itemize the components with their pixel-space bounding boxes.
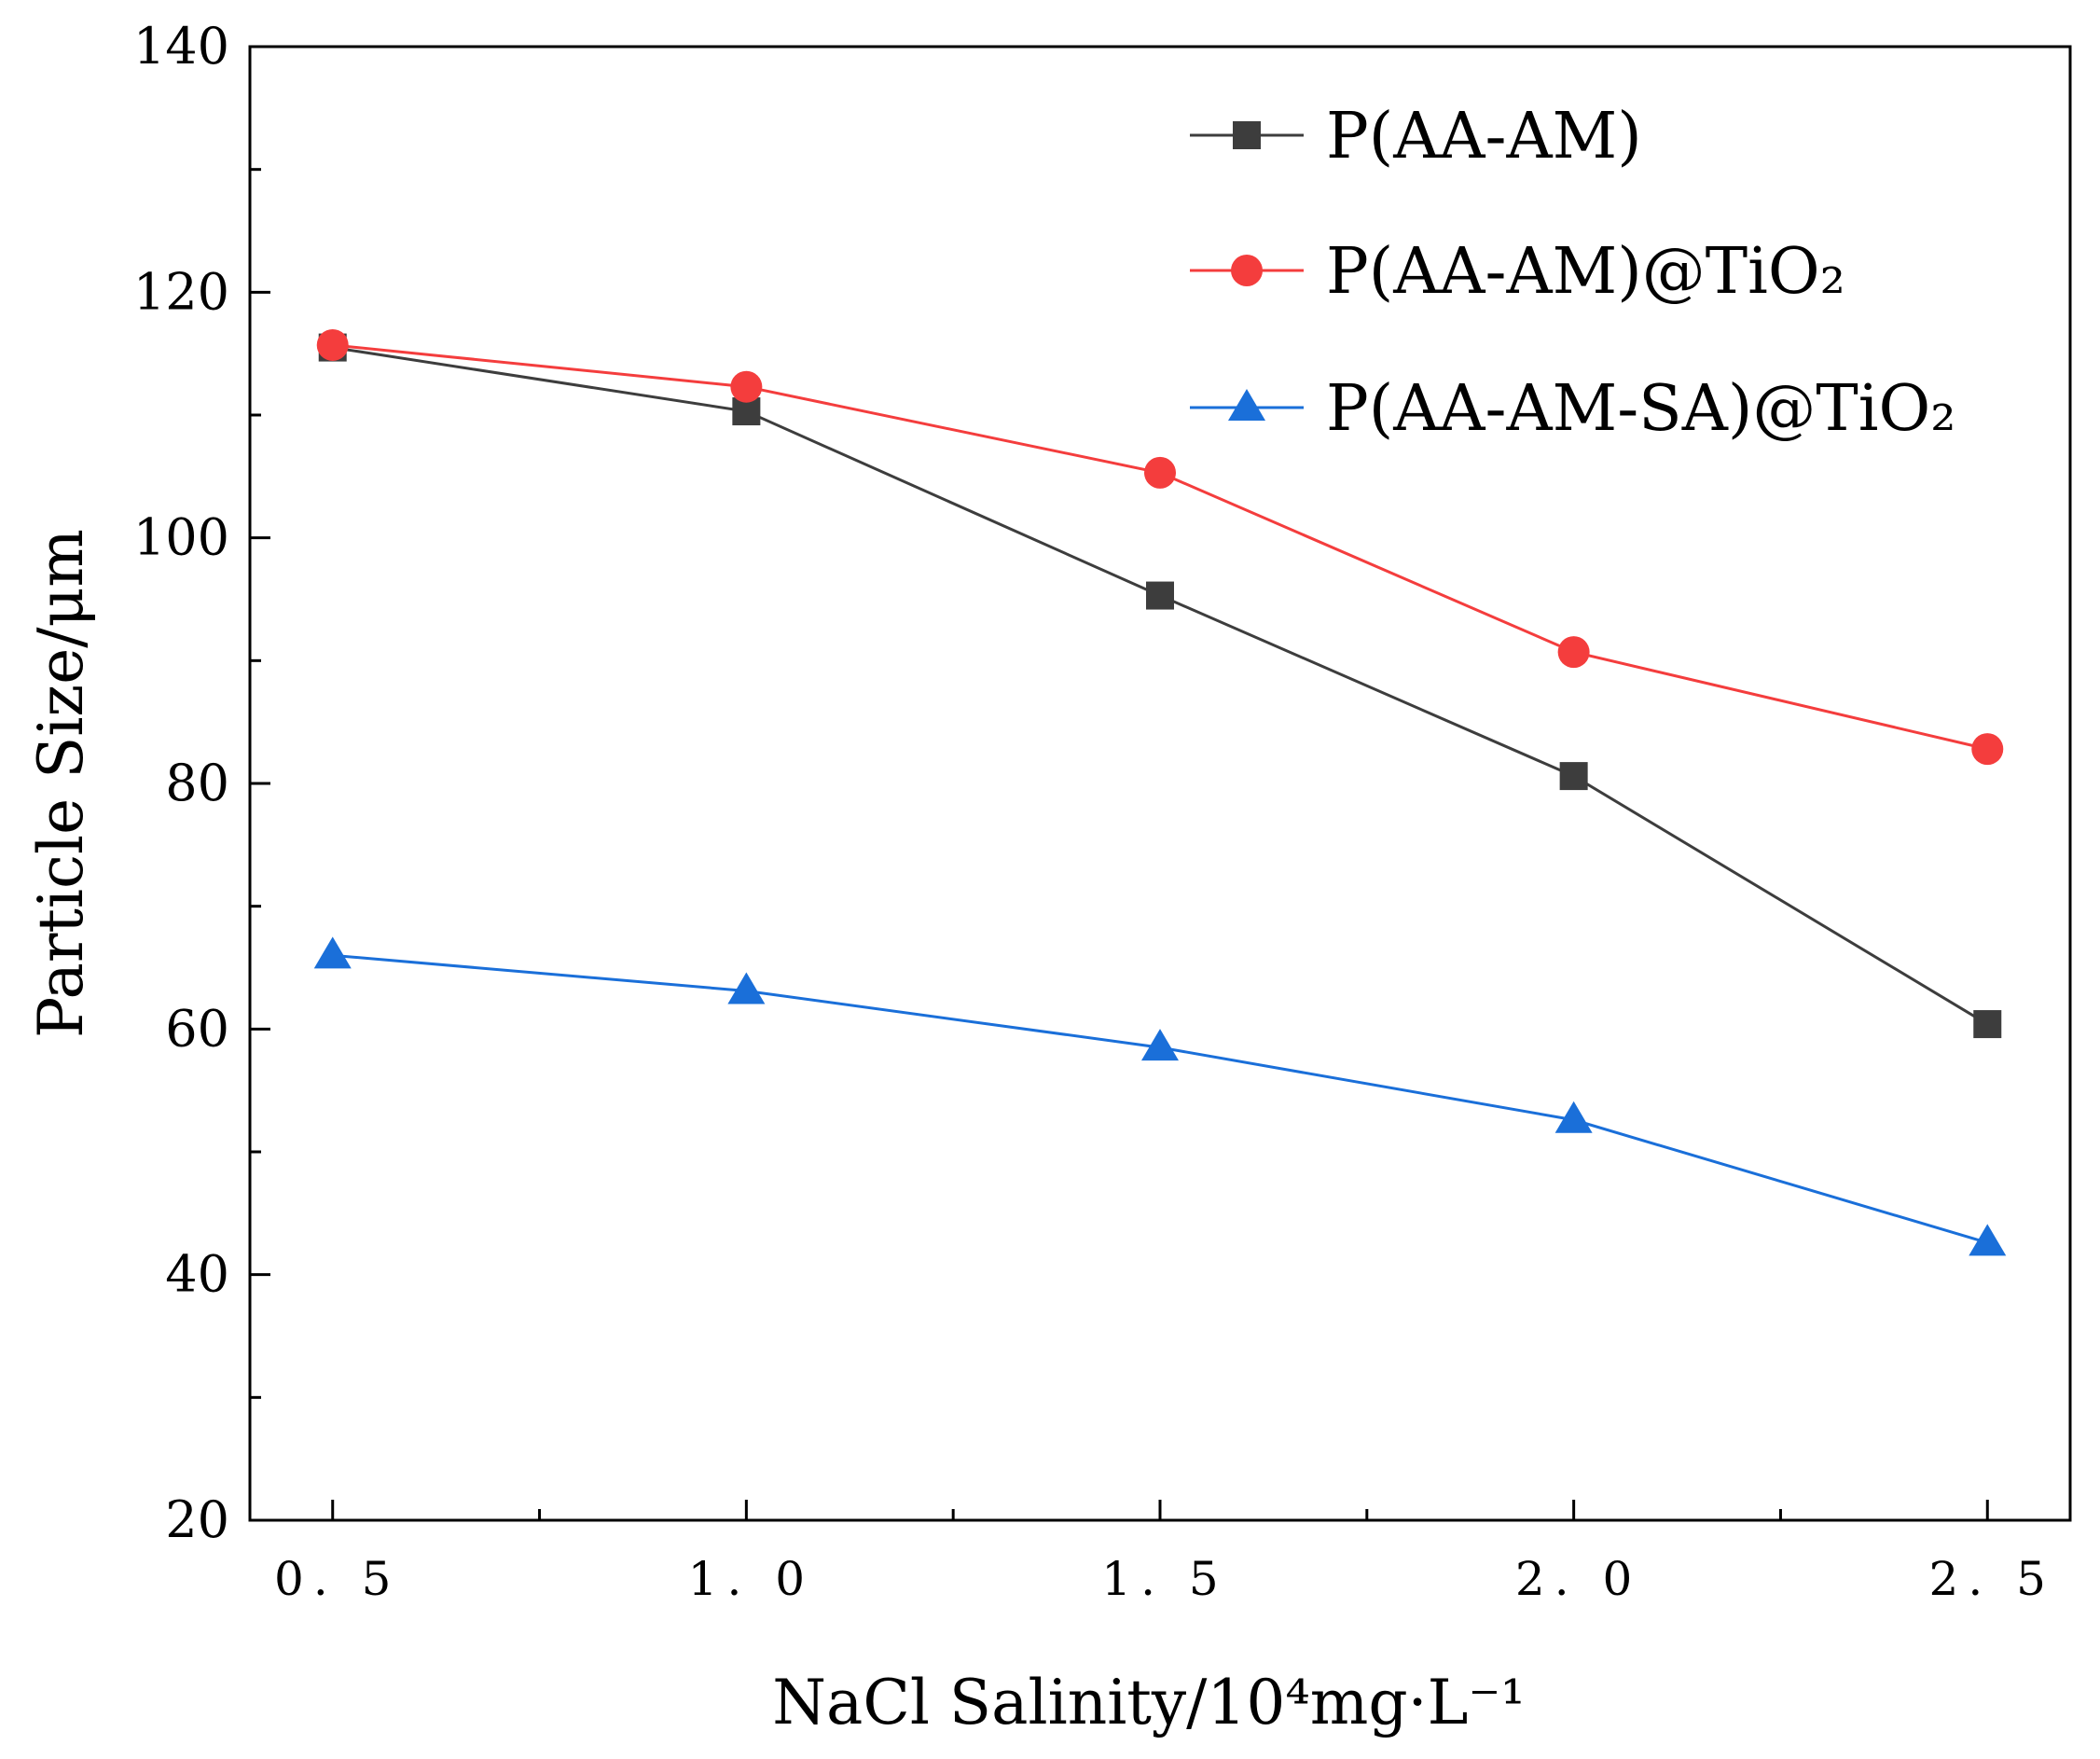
data-point-series-0 (1973, 1010, 2002, 1039)
legend-marker (1228, 389, 1265, 421)
legend: P(AA-AM) P(AA-AM)@TiO₂ P(AA-AM-SA)@TiO₂ (1190, 100, 1956, 446)
x-tick-label: 2. 5 (1929, 1552, 2055, 1606)
y-tick-label: 60 (165, 999, 229, 1058)
data-point-series-1 (1971, 733, 2004, 766)
axis-ticks (250, 45, 1989, 1522)
y-tick-label: 100 (133, 508, 229, 567)
data-point-series-1 (1557, 636, 1590, 669)
series-line-0 (332, 346, 1989, 1026)
y-tick-label: 20 (165, 1490, 229, 1549)
data-point-series-2 (1554, 1101, 1593, 1133)
y-axis-title: Particle Size/μm (25, 529, 97, 1038)
x-tick-label: 0. 5 (274, 1552, 400, 1606)
x-tick-label: 1. 5 (1101, 1552, 1227, 1606)
x-tick-label: 2. 0 (1515, 1552, 1641, 1606)
data-point-series-2 (727, 972, 766, 1004)
legend-label: P(AA-AM) (1326, 100, 1642, 173)
data-point-series-2 (313, 936, 352, 969)
y-tick-label: 120 (133, 262, 229, 321)
data-point-series-1 (730, 370, 763, 403)
data-point-series-0 (1559, 762, 1588, 791)
series-line-2 (332, 953, 1988, 1244)
legend-label: P(AA-AM)@TiO₂ (1326, 235, 1845, 309)
x-axis-title: NaCl Salinity/10⁴mg·L⁻¹ (772, 1667, 1526, 1738)
y-tick-label: 40 (165, 1245, 229, 1304)
data-point-series-1 (316, 328, 349, 361)
y-tick-label: 80 (165, 754, 229, 812)
legend-marker (1231, 255, 1263, 286)
legend-label: P(AA-AM-SA)@TiO₂ (1326, 372, 1956, 446)
axis-tick-labels: 0. 5 1. 0 1. 5 2. 0 2. 5 20 40 60 80 100 120 140 (133, 17, 2055, 1606)
x-tick-label: 1. 0 (688, 1552, 814, 1606)
data-point-series-2 (1141, 1029, 1179, 1061)
series-markers (313, 328, 2007, 1256)
data-point-series-2 (1969, 1224, 2007, 1256)
data-point-series-1 (1144, 456, 1176, 489)
legend-marker (1233, 121, 1261, 149)
data-point-series-0 (1146, 581, 1174, 610)
y-tick-label: 140 (133, 17, 229, 76)
